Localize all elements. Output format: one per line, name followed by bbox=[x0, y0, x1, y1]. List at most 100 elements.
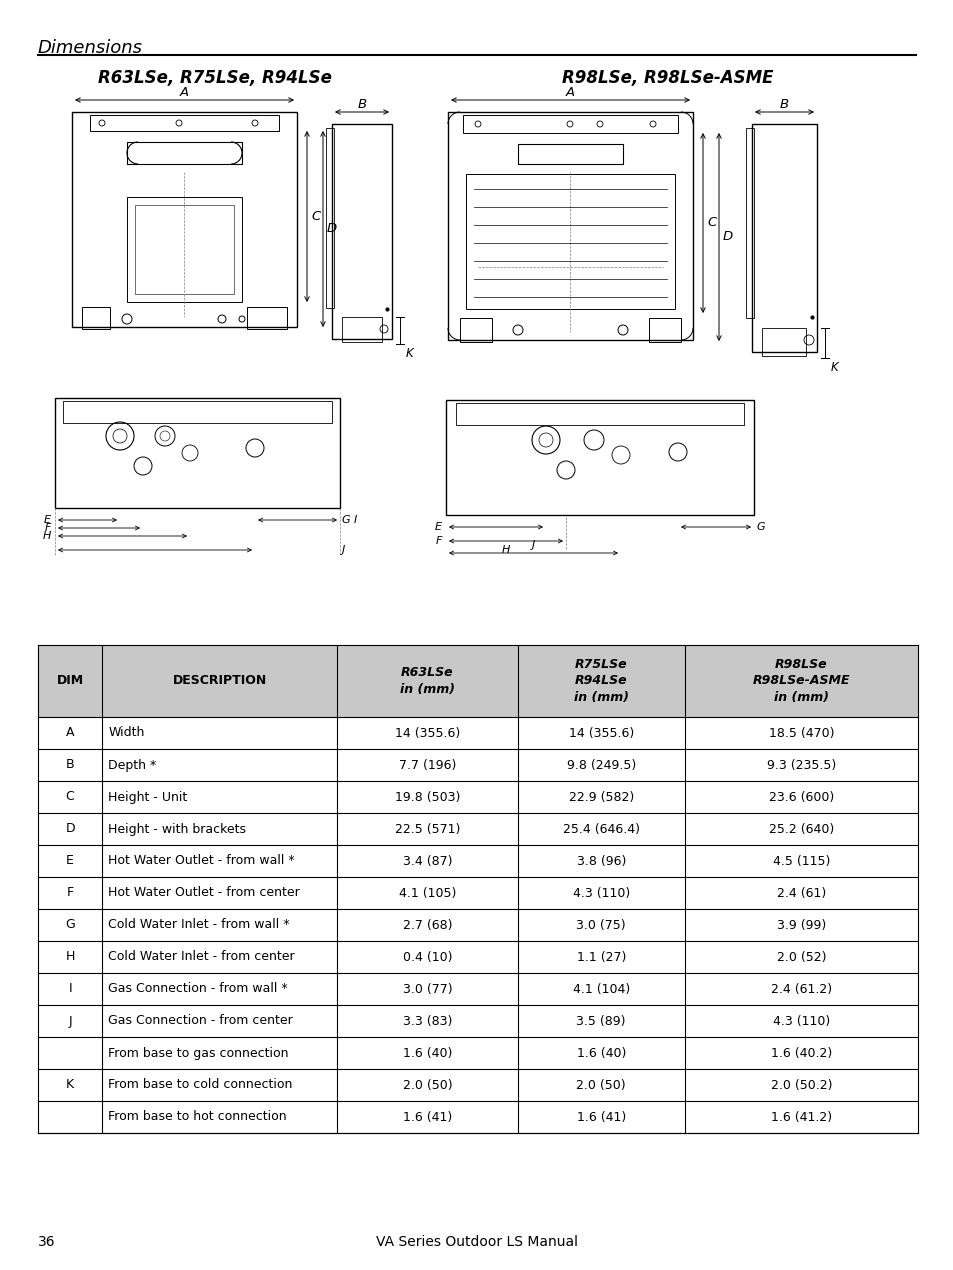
Bar bbox=[341, 318, 381, 342]
Text: Dimensions: Dimensions bbox=[38, 39, 143, 57]
Bar bbox=[745, 128, 753, 318]
Text: 7.7 (196): 7.7 (196) bbox=[398, 758, 456, 771]
Text: B: B bbox=[357, 98, 366, 110]
Text: 1.6 (41): 1.6 (41) bbox=[576, 1110, 625, 1124]
Text: Cold Water Inlet - from center: Cold Water Inlet - from center bbox=[108, 950, 294, 964]
Text: 3.9 (99): 3.9 (99) bbox=[776, 918, 825, 931]
Text: 1.6 (40): 1.6 (40) bbox=[402, 1046, 452, 1059]
Text: Height - with brackets: Height - with brackets bbox=[108, 823, 246, 836]
Text: 2.4 (61.2): 2.4 (61.2) bbox=[770, 983, 831, 996]
Text: 2.0 (50.2): 2.0 (50.2) bbox=[770, 1078, 831, 1091]
Text: 4.3 (110): 4.3 (110) bbox=[572, 886, 629, 899]
Text: 23.6 (600): 23.6 (600) bbox=[768, 790, 833, 804]
Bar bbox=[71, 112, 296, 326]
Bar bbox=[332, 124, 392, 339]
Text: DIM: DIM bbox=[56, 674, 84, 687]
Bar bbox=[127, 142, 242, 164]
Text: Depth *: Depth * bbox=[108, 758, 156, 771]
Text: R98LSe, R98LSe-ASME: R98LSe, R98LSe-ASME bbox=[561, 69, 773, 88]
Text: D: D bbox=[722, 230, 733, 244]
Text: 3.8 (96): 3.8 (96) bbox=[576, 855, 625, 867]
Text: J: J bbox=[69, 1015, 71, 1027]
Text: C: C bbox=[66, 790, 74, 804]
Text: 2.0 (52): 2.0 (52) bbox=[776, 950, 825, 964]
Text: A: A bbox=[180, 85, 189, 99]
Text: A: A bbox=[66, 726, 74, 739]
Text: 9.8 (249.5): 9.8 (249.5) bbox=[566, 758, 635, 771]
Text: J: J bbox=[341, 545, 345, 555]
Text: 3.0 (77): 3.0 (77) bbox=[402, 983, 452, 996]
Text: R63LSe, R75LSe, R94LSe: R63LSe, R75LSe, R94LSe bbox=[98, 69, 332, 88]
Bar bbox=[448, 112, 692, 340]
Text: 2.7 (68): 2.7 (68) bbox=[402, 918, 452, 931]
Bar bbox=[465, 174, 675, 309]
Text: 25.2 (640): 25.2 (640) bbox=[768, 823, 833, 836]
Text: 1.1 (27): 1.1 (27) bbox=[576, 950, 625, 964]
Bar bbox=[127, 197, 242, 302]
Text: Hot Water Outlet - from center: Hot Water Outlet - from center bbox=[108, 886, 299, 899]
Text: D: D bbox=[65, 823, 75, 836]
Text: F: F bbox=[436, 536, 441, 546]
Text: 4.5 (115): 4.5 (115) bbox=[772, 855, 829, 867]
Text: DESCRIPTION: DESCRIPTION bbox=[172, 674, 267, 687]
Text: 4.1 (105): 4.1 (105) bbox=[398, 886, 456, 899]
Text: 14 (355.6): 14 (355.6) bbox=[395, 726, 459, 739]
Text: R98LSe
R98LSe-ASME
in (mm): R98LSe R98LSe-ASME in (mm) bbox=[752, 659, 849, 704]
Text: G: G bbox=[757, 522, 765, 532]
Bar bbox=[82, 307, 110, 329]
Text: 4.1 (104): 4.1 (104) bbox=[572, 983, 629, 996]
Text: H: H bbox=[501, 545, 510, 555]
Text: From base to gas connection: From base to gas connection bbox=[108, 1046, 289, 1059]
Text: Gas Connection - from center: Gas Connection - from center bbox=[108, 1015, 293, 1027]
Text: 1.6 (41.2): 1.6 (41.2) bbox=[770, 1110, 831, 1124]
Text: 1.6 (40.2): 1.6 (40.2) bbox=[770, 1046, 831, 1059]
Text: F: F bbox=[45, 523, 51, 533]
Bar bbox=[326, 128, 334, 309]
Bar bbox=[38, 645, 917, 718]
Text: H: H bbox=[43, 531, 51, 541]
Bar bbox=[517, 144, 622, 164]
Bar bbox=[55, 398, 339, 508]
Text: 3.5 (89): 3.5 (89) bbox=[576, 1015, 625, 1027]
Text: F: F bbox=[67, 886, 73, 899]
Text: 1.6 (41): 1.6 (41) bbox=[402, 1110, 452, 1124]
Bar bbox=[761, 328, 805, 356]
Bar bbox=[63, 401, 332, 423]
Text: From base to cold connection: From base to cold connection bbox=[108, 1078, 293, 1091]
Text: Gas Connection - from wall *: Gas Connection - from wall * bbox=[108, 983, 288, 996]
Text: Width: Width bbox=[108, 726, 145, 739]
Text: E: E bbox=[435, 522, 441, 532]
Text: C: C bbox=[311, 210, 320, 224]
Text: 25.4 (646.4): 25.4 (646.4) bbox=[562, 823, 639, 836]
Text: 18.5 (470): 18.5 (470) bbox=[768, 726, 833, 739]
Bar bbox=[135, 204, 233, 293]
Text: 14 (355.6): 14 (355.6) bbox=[568, 726, 633, 739]
Bar bbox=[648, 318, 680, 342]
Text: 36: 36 bbox=[38, 1234, 55, 1248]
Text: A: A bbox=[565, 85, 575, 99]
Text: 2.4 (61): 2.4 (61) bbox=[776, 886, 825, 899]
Bar bbox=[456, 403, 743, 425]
Text: J: J bbox=[531, 540, 534, 550]
Text: D: D bbox=[327, 222, 337, 235]
Text: B: B bbox=[780, 98, 788, 110]
Text: C: C bbox=[706, 216, 716, 230]
Text: Height - Unit: Height - Unit bbox=[108, 790, 188, 804]
Text: 9.3 (235.5): 9.3 (235.5) bbox=[766, 758, 835, 771]
Bar bbox=[446, 400, 753, 516]
Text: VA Series Outdoor LS Manual: VA Series Outdoor LS Manual bbox=[375, 1234, 578, 1248]
Text: 22.5 (571): 22.5 (571) bbox=[395, 823, 459, 836]
Text: 3.4 (87): 3.4 (87) bbox=[402, 855, 452, 867]
Text: 19.8 (503): 19.8 (503) bbox=[395, 790, 459, 804]
Text: H: H bbox=[66, 950, 74, 964]
Text: E: E bbox=[44, 516, 51, 525]
Text: E: E bbox=[66, 855, 74, 867]
Text: Cold Water Inlet - from wall *: Cold Water Inlet - from wall * bbox=[108, 918, 290, 931]
Text: K: K bbox=[830, 361, 838, 373]
Text: G: G bbox=[65, 918, 75, 931]
Text: K: K bbox=[66, 1078, 74, 1091]
Text: R75LSe
R94LSe
in (mm): R75LSe R94LSe in (mm) bbox=[573, 659, 628, 704]
Text: G: G bbox=[341, 516, 351, 525]
Text: 0.4 (10): 0.4 (10) bbox=[402, 950, 452, 964]
Text: 22.9 (582): 22.9 (582) bbox=[568, 790, 633, 804]
